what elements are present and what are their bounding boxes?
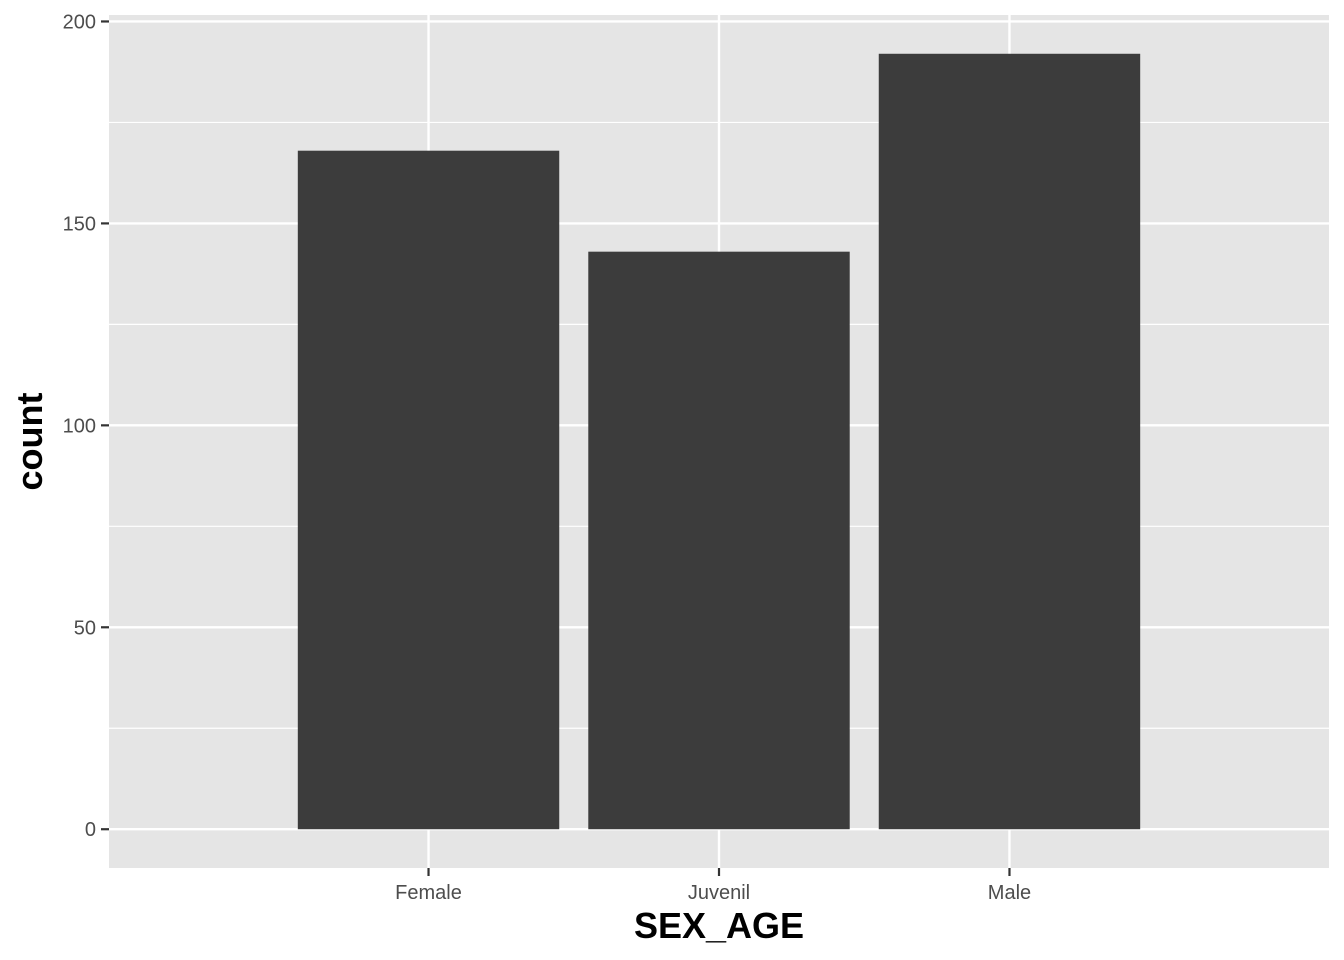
y-axis: 0 50 100 150 200	[63, 11, 109, 841]
x-axis: Female Juvenil Male	[395, 868, 1031, 904]
x-tick-label: Juvenil	[688, 882, 750, 904]
y-tick-label: 150	[63, 213, 96, 235]
bars	[297, 53, 1141, 830]
bar-male	[878, 53, 1141, 830]
bar-female	[297, 150, 560, 830]
bar-juvenil	[588, 251, 850, 830]
x-axis-title: SEX_AGE	[634, 905, 804, 946]
x-tick-label: Male	[988, 882, 1031, 904]
x-tick-label: Female	[395, 882, 462, 904]
y-tick-label: 0	[85, 819, 96, 841]
y-axis-title: count	[9, 393, 50, 491]
y-tick-label: 100	[63, 415, 96, 437]
y-tick-label: 200	[63, 11, 96, 33]
y-tick-label: 50	[74, 617, 96, 639]
